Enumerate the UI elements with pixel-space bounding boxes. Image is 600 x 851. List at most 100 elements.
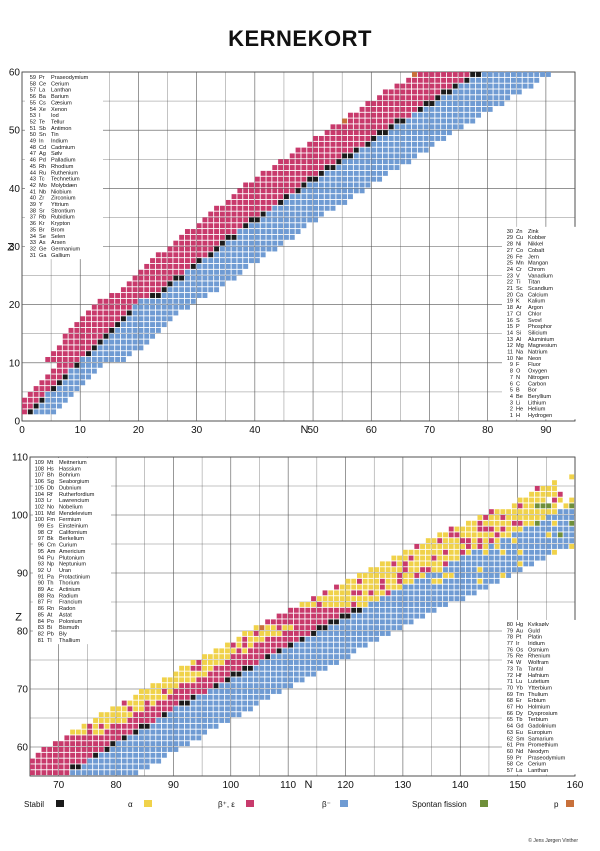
element-symbol: Ta: [516, 666, 523, 672]
nuclide-cell: [322, 619, 328, 625]
nuclide-cell: [64, 747, 70, 752]
nuclide-cell: [435, 83, 441, 89]
element-name: Thallium: [59, 638, 80, 644]
nuclide-cell: [265, 648, 271, 654]
nuclide-cell: [377, 112, 383, 118]
element-number: 70: [507, 685, 513, 691]
nuclide-cell: [328, 648, 334, 654]
nuclide-cell: [116, 747, 121, 752]
nuclide-cell: [417, 83, 423, 89]
element-row: 16 S Svovl: [507, 318, 542, 324]
nuclide-cell: [184, 729, 190, 735]
element-number: 76: [507, 647, 513, 653]
nuclide-cell: [476, 112, 481, 118]
nuclide-cell: [322, 665, 328, 671]
nuclide-cell: [448, 526, 454, 532]
nuclide-cell: [278, 182, 284, 188]
element-row: 5 B Bor: [510, 388, 537, 394]
nuclide-cell: [322, 607, 328, 613]
nuclide-cell: [184, 298, 190, 304]
nuclide-cell: [483, 561, 489, 567]
nuclide-cell: [243, 258, 249, 264]
nuclide-cell: [219, 660, 225, 665]
legend-label: β⁻: [322, 800, 331, 809]
nuclide-cell: [150, 706, 156, 712]
nuclide-cell: [311, 625, 316, 631]
nuclide-cell: [382, 130, 388, 136]
nuclide-cell: [132, 287, 138, 293]
nuclide-cell: [293, 625, 299, 631]
nuclide-cell: [311, 613, 316, 619]
nuclide-cell: [313, 217, 319, 223]
nuclide-cell: [425, 596, 431, 602]
nuclide-cell: [318, 182, 324, 188]
nuclide-cell: [214, 205, 220, 211]
nuclide-cell: [563, 544, 569, 549]
nuclide-cell: [429, 77, 435, 83]
nuclide-cell: [311, 648, 316, 654]
nuclide-cell: [431, 555, 437, 561]
nuclide-cell: [318, 165, 324, 171]
nuclide-cell: [35, 770, 41, 776]
nuclide-cell: [414, 578, 420, 584]
nuclide-cell: [253, 631, 259, 636]
nuclide-cell: [225, 694, 230, 700]
nuclide-cell: [139, 712, 144, 718]
nuclide-cell: [546, 486, 552, 491]
nuclide-cell: [441, 77, 447, 83]
nuclide-cell: [328, 642, 334, 648]
element-row: 48 Cd Cadmium: [30, 145, 76, 151]
nuclide-cell: [179, 304, 185, 310]
nuclide-cell: [322, 625, 328, 631]
element-name: Technetium: [51, 177, 80, 183]
nuclide-cell: [394, 112, 400, 118]
nuclide-cell: [460, 584, 466, 590]
nuclide-cell: [278, 194, 284, 200]
element-symbol: Pa: [47, 574, 55, 580]
nuclide-cell: [27, 409, 33, 415]
nuclide-cell: [283, 165, 289, 171]
nuclide-cell: [464, 89, 470, 95]
nuclide-cell: [412, 95, 417, 101]
nuclide-cell: [452, 72, 458, 77]
nuclide-cell: [351, 596, 357, 602]
nuclide-cell: [144, 310, 150, 316]
nuclide-cell: [93, 723, 98, 729]
nuclide-cell: [126, 322, 132, 328]
nuclide-cell: [347, 141, 353, 147]
element-symbol: Sc: [516, 286, 523, 292]
nuclide-cell: [254, 205, 260, 211]
element-number: 67: [507, 705, 513, 711]
nuclide-cell: [98, 735, 104, 741]
nuclide-cell: [391, 625, 397, 631]
nuclide-cell: [144, 712, 150, 718]
nuclide-cell: [423, 101, 429, 107]
nuclide-cell: [448, 532, 454, 538]
nuclide-cell: [458, 89, 464, 95]
nuclide-cell: [488, 561, 494, 567]
nuclide-cell: [316, 648, 322, 654]
element-number: 22: [507, 280, 513, 286]
nuclide-cell: [523, 549, 529, 555]
nuclide-cell: [190, 252, 196, 258]
element-number: 80: [507, 622, 513, 628]
nuclide-cell: [342, 153, 348, 159]
nuclide-cell: [307, 194, 313, 200]
nuclide-cell: [116, 770, 121, 776]
nuclide-cell: [563, 532, 569, 538]
nuclide-cell: [330, 176, 336, 182]
nuclide-cell: [466, 578, 471, 584]
nuclide-cell: [388, 135, 394, 141]
nuclide-cell: [458, 118, 464, 124]
nuclide-cell: [295, 159, 301, 165]
element-row: 47 Ag Sølv: [30, 151, 63, 157]
legend-swatch: [480, 800, 488, 807]
element-symbol: Co: [516, 248, 523, 254]
nuclide-cell: [342, 159, 348, 165]
nuclide-cell: [385, 607, 391, 613]
nuclide-cell: [167, 735, 173, 741]
nuclide-cell: [382, 165, 388, 171]
nuclide-cell: [493, 89, 499, 95]
nuclide-cell: [429, 106, 435, 112]
nuclide-cell: [500, 549, 506, 555]
